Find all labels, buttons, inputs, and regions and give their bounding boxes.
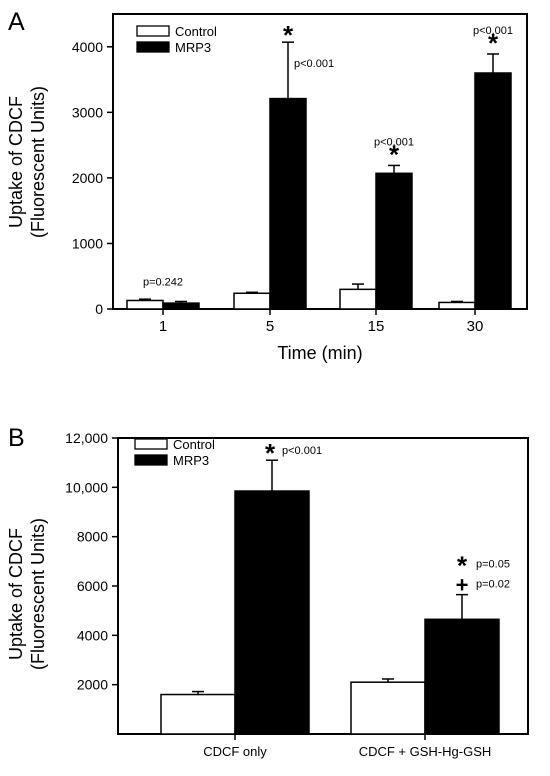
legend-swatch-mrp3 xyxy=(134,454,168,466)
significance-star: * xyxy=(457,551,468,581)
significance-star: * xyxy=(488,28,499,58)
significance-plus: + xyxy=(456,573,469,598)
x-tick-label: 30 xyxy=(467,318,484,335)
legend-swatch-control xyxy=(134,438,168,450)
p-value-label: p<0.001 xyxy=(282,445,322,457)
significance-star: * xyxy=(265,438,276,468)
x-axis-label: Time (min) xyxy=(277,343,362,363)
chart-panel-a: A 0 1000 2000 3000 4000 Uptake of CDCF (Fluores… xyxy=(6,8,528,363)
y-tick-label: 2000 xyxy=(72,170,103,186)
bar-mrp3 xyxy=(234,490,310,735)
y-tick-label: 10,000 xyxy=(65,479,108,495)
y-tick-label: 0 xyxy=(95,301,103,317)
bar-mrp3 xyxy=(474,72,512,310)
x-tick-label: 1 xyxy=(159,318,167,335)
p-value-label: p<0.001 xyxy=(473,25,513,37)
y-axis-label-line-2: (Fluorescent Units) xyxy=(28,518,48,670)
x-tick-label: 5 xyxy=(266,318,274,335)
bar-mrp3 xyxy=(424,618,500,735)
y-tick-label: 4000 xyxy=(77,627,108,643)
legend-label-control: Control xyxy=(173,437,215,452)
y-tick-label: 3000 xyxy=(72,104,103,120)
y-tick-label: 12,000 xyxy=(65,430,108,446)
p-value-label-2: p=0.02 xyxy=(476,579,510,591)
bar-control xyxy=(350,681,426,735)
plot-frame xyxy=(112,13,528,310)
p-value-label: p<0.001 xyxy=(374,136,414,148)
legend-label-control: Control xyxy=(175,24,217,39)
x-tick-label: 15 xyxy=(368,318,385,335)
y-tick-label: 4000 xyxy=(72,39,103,55)
bar-control xyxy=(233,292,271,310)
p-value-label: p<0.001 xyxy=(294,58,334,70)
legend-label-mrp3: MRP3 xyxy=(173,453,209,468)
bar-control xyxy=(160,693,236,735)
y-tick-label: 2000 xyxy=(77,677,108,693)
y-tick-label: 6000 xyxy=(77,578,108,594)
y-tick-label: 8000 xyxy=(77,529,108,545)
y-axis-label-line-2: (Fluorescent Units) xyxy=(28,86,48,238)
panel-label: B xyxy=(8,424,25,452)
legend-swatch-control xyxy=(136,25,170,37)
significance-star: * xyxy=(389,139,400,169)
bar-mrp3 xyxy=(162,302,200,310)
x-tick-label: CDCF only xyxy=(203,744,267,759)
x-tick-label: CDCF + GSH-Hg-GSH xyxy=(359,744,492,759)
legend-swatch-mrp3 xyxy=(136,41,170,53)
significance-star: * xyxy=(283,20,294,50)
p-value-label: p=0.242 xyxy=(143,276,183,288)
chart-panel-b: B 2000 4000 6000 8000 10,000 12,000 Uptake of C… xyxy=(6,424,529,759)
bar-mrp3 xyxy=(375,172,413,310)
y-axis-label-line-1: Uptake of CDCF xyxy=(6,528,26,660)
panel-label: A xyxy=(8,8,25,36)
bar-control xyxy=(339,288,377,310)
legend-label-mrp3: MRP3 xyxy=(175,40,211,55)
bar-control xyxy=(438,301,476,310)
y-axis-label-line-1: Uptake of CDCF xyxy=(6,96,26,228)
bar-mrp3 xyxy=(269,97,307,310)
p-value-label: p=0.05 xyxy=(476,559,510,571)
y-tick-label: 1000 xyxy=(72,235,103,251)
bar-control xyxy=(126,299,164,310)
